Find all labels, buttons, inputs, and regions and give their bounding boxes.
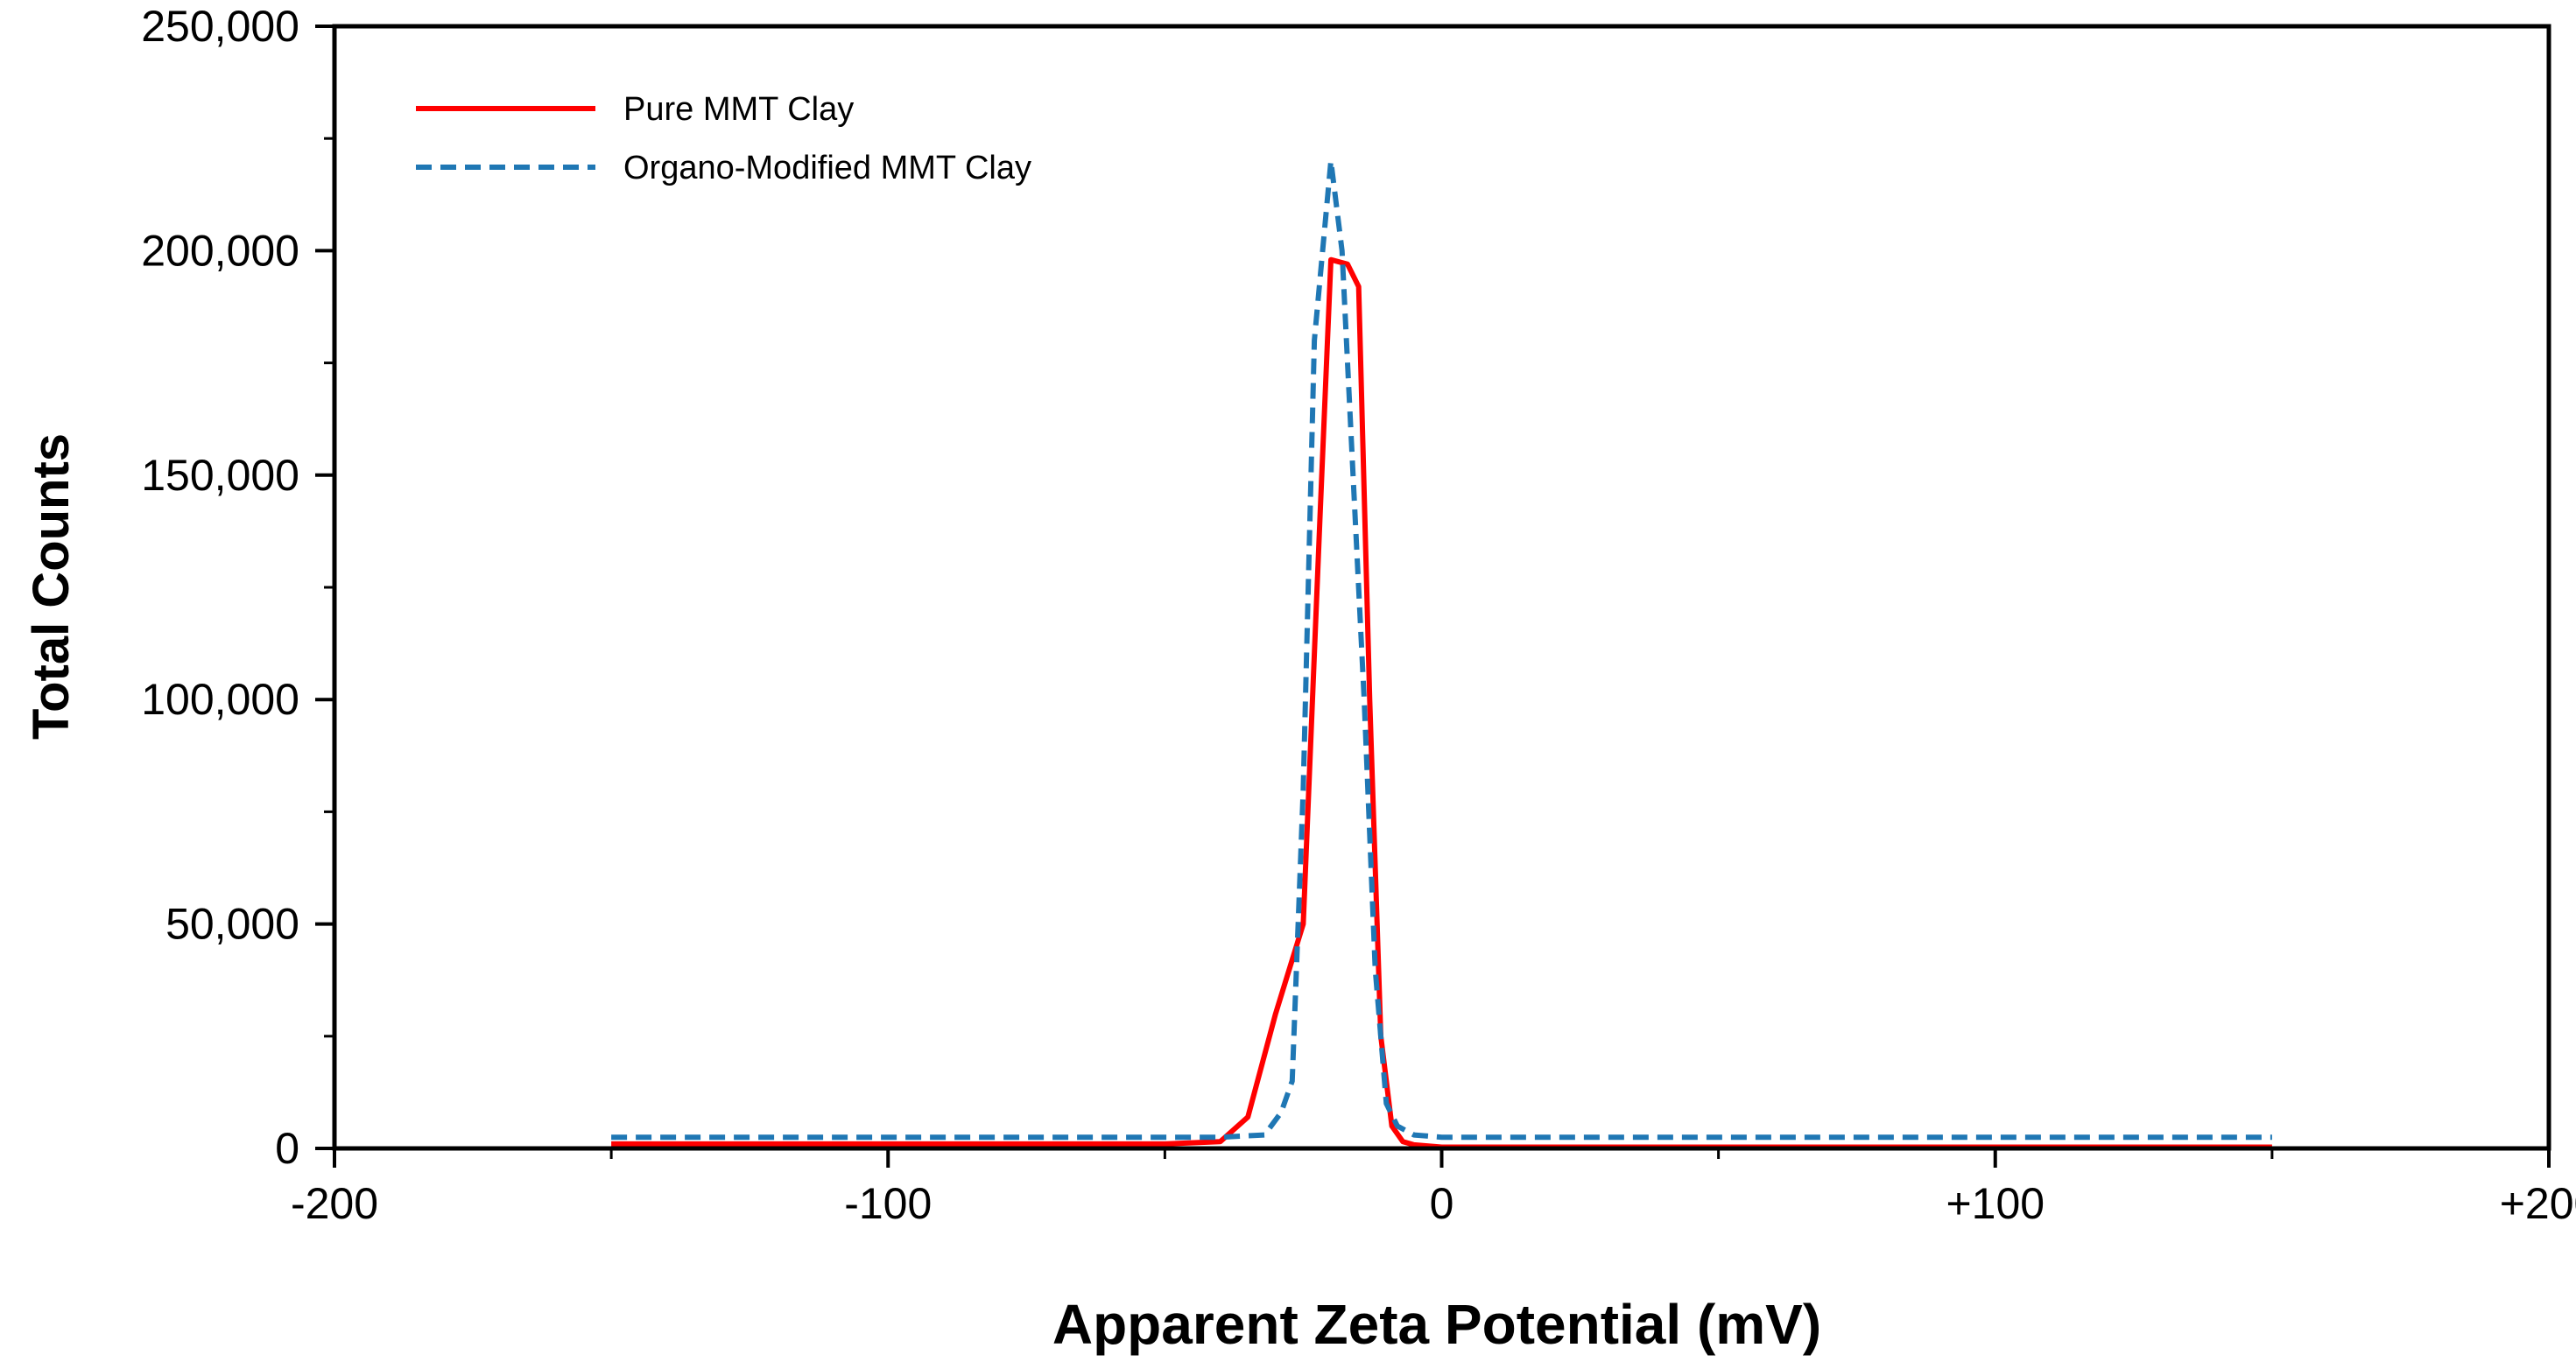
x-tick-label: 0 bbox=[1430, 1179, 1454, 1228]
y-tick-label: 150,000 bbox=[141, 451, 299, 500]
x-tick-label: +100 bbox=[1946, 1179, 2045, 1228]
y-tick-labels: 0 50,000 100,000 150,000 200,000 250,000 bbox=[141, 2, 299, 1173]
series-layer bbox=[611, 158, 2272, 1150]
y-tick-label: 250,000 bbox=[141, 2, 299, 51]
y-tick-label: 100,000 bbox=[141, 675, 299, 724]
legend-label-pure-mmt: Pure MMT Clay bbox=[623, 91, 854, 128]
y-axis-title: Total Counts bbox=[23, 433, 80, 740]
y-tick-label: 50,000 bbox=[165, 900, 299, 949]
plot-frame bbox=[332, 24, 2551, 1151]
x-axis-title: Apparent Zeta Potential (mV) bbox=[1052, 1293, 1821, 1356]
series-line-pure-mmt bbox=[611, 256, 2272, 1150]
series-line-organo-mmt bbox=[611, 158, 2272, 1141]
x-tick-label: -200 bbox=[291, 1179, 378, 1228]
legend: Pure MMT Clay Organo-Modified MMT Clay bbox=[416, 91, 1031, 186]
legend-label-organo-mmt: Organo-Modified MMT Clay bbox=[623, 150, 1031, 186]
ticks-layer bbox=[315, 25, 2551, 1168]
x-tick-labels: -200 -100 0 +100 +200 bbox=[291, 1179, 2576, 1228]
y-tick-label: 0 bbox=[275, 1124, 299, 1173]
y-tick-label: 200,000 bbox=[141, 226, 299, 275]
x-tick-label: -100 bbox=[844, 1179, 932, 1228]
x-tick-label: +200 bbox=[2500, 1179, 2576, 1228]
